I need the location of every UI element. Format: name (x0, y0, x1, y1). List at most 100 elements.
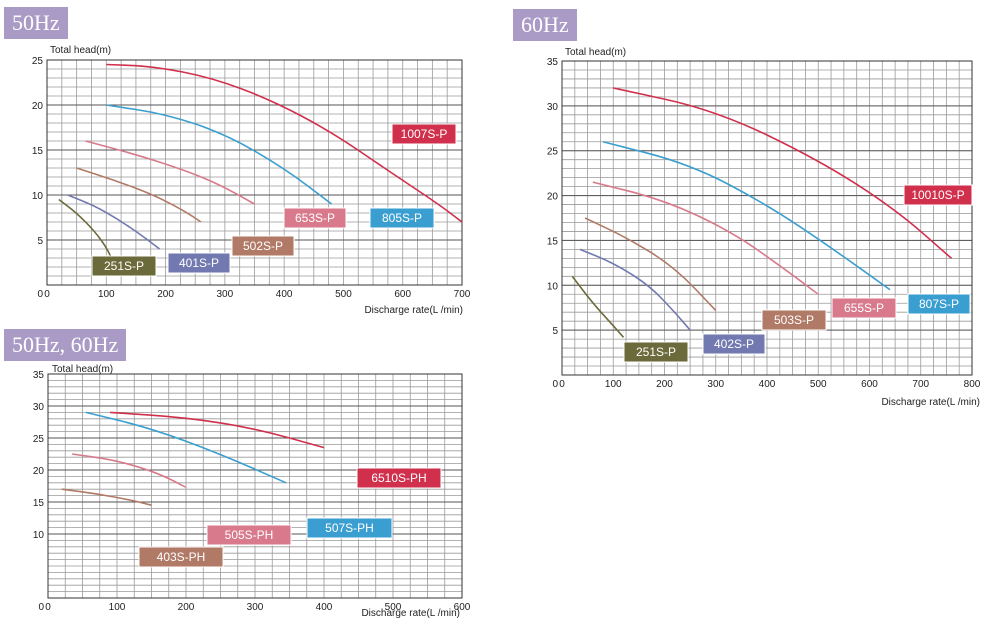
y-tick-label: 10 (33, 530, 45, 541)
x-tick-label: 100 (98, 289, 115, 300)
y-tick-label: 30 (547, 102, 559, 113)
series-tag-507S-PH (306, 517, 393, 539)
x-tick-label: 0 (44, 289, 50, 300)
series-tag-10010S-P (903, 184, 973, 206)
series-tag-label: 655S-P (844, 301, 884, 315)
series-tag-807S-P (907, 293, 971, 315)
series-tag-label: 10010S-P (911, 188, 964, 202)
series-tag-503S-P (761, 309, 827, 331)
series-line-402S-P (579, 248, 691, 331)
y-tick-label: 5 (552, 326, 558, 337)
x-tick-label: 0 (559, 379, 565, 390)
x-tick-label: 700 (454, 289, 471, 300)
chart-2: 0 100 200 300 400 500 600 10 15 20 25 30 35 0 Total he… (33, 364, 471, 619)
series-tag-label: 805S-P (382, 211, 422, 225)
x-tick-label: 500 (335, 289, 352, 300)
series-tag-label: 251S-P (104, 259, 144, 273)
x-axis-title: Discharge rate(L /min) (361, 608, 460, 619)
series-tag-402S-P (702, 333, 766, 355)
series-tag-label: 507S-PH (325, 521, 374, 535)
series-tag-label: 653S-P (295, 211, 335, 225)
x-tick-label: 500 (810, 379, 827, 390)
series-tag-label: 807S-P (919, 297, 959, 311)
series-tag-label: 503S-P (774, 313, 814, 327)
y-tick-label: 20 (32, 101, 44, 112)
x-tick-label: 200 (157, 289, 174, 300)
series-line-655S-P (592, 181, 819, 295)
x-tick-label: 600 (861, 379, 878, 390)
x-tick-label: 400 (759, 379, 776, 390)
series-tag-505S-PH (206, 524, 292, 546)
x-tick-label: 0 (45, 602, 51, 613)
y-axis-title: Total head(m) (52, 364, 113, 375)
y-tick-label: 20 (33, 466, 45, 477)
x-axis-title: Discharge rate(L /min) (881, 397, 980, 408)
series-tag-label: 402S-P (714, 337, 754, 351)
series-tag-655S-P (831, 297, 897, 319)
plot-frame (47, 373, 463, 599)
y-tick-label: 30 (33, 402, 45, 413)
x-tick-label: 200 (178, 602, 195, 613)
y-tick-label: 0 (552, 379, 558, 390)
x-tick-label: 300 (247, 602, 264, 613)
series-line-10010S-P (613, 87, 953, 259)
y-axis-title: Total head(m) (50, 45, 111, 56)
y-tick-label: 5 (37, 236, 43, 247)
series-line-251S-P (571, 275, 625, 338)
series-line-403S-PH (61, 488, 152, 506)
y-tick-label: 35 (33, 370, 45, 381)
y-tick-label: 10 (547, 281, 559, 292)
x-tick-label: 100 (109, 602, 126, 613)
x-tick-label: 300 (217, 289, 234, 300)
y-tick-label: 0 (38, 602, 44, 613)
y-tick-label: 25 (32, 56, 44, 67)
series-tag-251S-P (91, 255, 157, 277)
x-tick-label: 600 (394, 289, 411, 300)
series-line-507S-PH (85, 411, 287, 484)
series-tag-502S-P (231, 235, 295, 257)
x-tick-label: 400 (316, 602, 333, 613)
series-line-1007S-P (106, 63, 463, 223)
series-tag-251S-P (623, 341, 689, 363)
panel-badge-50hz: 50Hz (4, 7, 68, 39)
x-tick-label: 300 (707, 379, 724, 390)
series-tag-label: 403S-PH (157, 550, 206, 564)
series-tag-label: 251S-P (636, 345, 676, 359)
y-tick-label: 0 (37, 289, 43, 300)
plot-frame (46, 59, 463, 286)
x-tick-label: 100 (605, 379, 622, 390)
series-tag-805S-P (369, 207, 435, 229)
y-tick-label: 15 (33, 498, 45, 509)
series-tag-653S-P (283, 207, 347, 229)
y-tick-label: 25 (33, 434, 45, 445)
series-tag-label: 1007S-P (401, 127, 448, 141)
series-line-505S-PH (72, 453, 187, 488)
x-axis-title: Discharge rate(L /min) (364, 305, 463, 316)
y-axis-title: Total head(m) (565, 47, 626, 58)
series-tag-1007S-P (391, 123, 457, 145)
chart-0: 0 100 200 300 400 500 600 700 5 10 15 20 25 0 Total he… (32, 45, 471, 316)
series-line-502S-P (76, 167, 202, 223)
y-tick-label: 15 (32, 146, 44, 157)
series-line-503S-P (584, 217, 717, 311)
x-tick-label: 200 (656, 379, 673, 390)
panel-badge-50hz-60hz: 50Hz, 60Hz (4, 329, 127, 361)
series-tag-6510S-PH (356, 467, 442, 489)
x-tick-label: 400 (276, 289, 293, 300)
y-tick-label: 35 (547, 57, 559, 68)
series-line-805S-P (106, 104, 333, 205)
plot-frame (561, 60, 973, 376)
series-line-6510S-PH (110, 411, 325, 449)
series-tag-label: 505S-PH (225, 528, 274, 542)
series-tag-label: 401S-P (179, 256, 219, 270)
series-line-251S-P (58, 198, 113, 261)
y-tick-label: 10 (32, 191, 44, 202)
series-line-807S-P (602, 140, 891, 291)
series-tag-label: 502S-P (243, 239, 283, 253)
y-tick-label: 20 (547, 192, 559, 203)
x-tick-label: 700 (912, 379, 929, 390)
x-tick-label: 600 (454, 602, 471, 613)
series-line-653S-P (85, 140, 255, 205)
y-tick-label: 15 (547, 236, 559, 247)
